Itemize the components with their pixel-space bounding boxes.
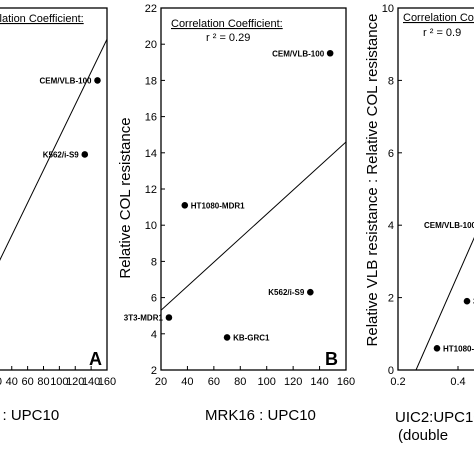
data-point (433, 344, 441, 352)
point-label: CEM/VLB-100 (39, 76, 92, 85)
regression-line (0, 39, 107, 261)
regression-line (415, 237, 474, 370)
y-tick-label: 12 (145, 184, 157, 196)
panel-c-x-axis-title-line2: (double (398, 427, 448, 444)
panel-b-correlation-label: Correlation Coefficient: (171, 18, 283, 30)
panel-b-y-ticks: 2 4 6 8 10 12 14 16 18 20 22 (145, 3, 165, 377)
panel-c-r2: r ² = 0.9 (423, 27, 461, 39)
panel-c-y-ticks: 0 2 4 6 8 10 (382, 3, 402, 377)
data-point (326, 49, 334, 57)
panel-a-correlation-label: Correlation Coefficient: (0, 13, 84, 25)
point-label: K562/i-S9 (268, 288, 305, 297)
point-label: 3T3-MDR1 (124, 314, 164, 323)
panel-c-x-ticks: 0.20.40.6 (390, 366, 466, 388)
x-tick-label: 160 (98, 376, 116, 388)
y-tick-label: 10 (382, 3, 394, 15)
panel-b-x-ticks: 20 40 60 80 100 120 140 160 (155, 366, 355, 388)
x-tick-label: 40 (6, 376, 18, 388)
x-tick-label: 0.4 (450, 376, 465, 388)
panel-b-r2: r ² = 0.29 (206, 32, 250, 44)
x-tick-label: 20 (155, 376, 167, 388)
panel-a-x-ticks: 020406080100120140160 (0, 366, 116, 388)
panel-b-y-axis-title: Relative COL resistance (117, 117, 134, 278)
y-tick-label: 2 (151, 365, 157, 377)
x-tick-label: 120 (284, 376, 302, 388)
x-tick-label: 140 (82, 376, 100, 388)
point-label: HT1080-MDR1 (443, 344, 474, 353)
panel-a-fit-line-group (0, 39, 107, 261)
y-tick-label: 10 (145, 220, 157, 232)
point-label: K562/i-S9 (43, 150, 80, 159)
panel-c-fit-line-group (415, 237, 474, 370)
data-point (165, 314, 173, 321)
y-tick-label: 2 (388, 293, 394, 305)
panel-b-x-axis-title: MRK16 : UPC10 (205, 407, 316, 424)
panel-c-plot-frame (397, 7, 474, 371)
y-tick-label: 22 (145, 3, 157, 15)
x-tick-label: 0.2 (390, 376, 405, 388)
y-tick-label: 8 (388, 75, 394, 87)
x-tick-label: 80 (37, 376, 49, 388)
x-tick-label: 100 (258, 376, 276, 388)
y-tick-label: 6 (388, 148, 394, 160)
panel-c-correlation-label: Correlation Coeffic (403, 12, 474, 24)
data-point (81, 151, 89, 158)
data-point (94, 77, 101, 84)
y-tick-label: 0 (388, 365, 394, 377)
x-tick-label: 160 (337, 376, 355, 388)
x-tick-label: 60 (208, 376, 220, 388)
y-tick-label: 4 (388, 220, 394, 232)
panel-b-plot-frame (160, 7, 347, 371)
y-tick-label: 20 (145, 39, 157, 51)
panel-a-plot-frame (0, 7, 108, 371)
data-point (181, 201, 189, 209)
y-tick-label: 8 (151, 256, 157, 268)
point-label: KB-GRC1 (233, 333, 270, 342)
x-tick-label: 140 (310, 376, 328, 388)
point-label: HT1080-MDR1 (191, 201, 245, 210)
data-point (307, 288, 314, 296)
data-point (463, 297, 471, 305)
x-tick-label: 20 (0, 376, 2, 388)
regression-line (161, 141, 346, 311)
panel-b: CEM/VLB-100 HT1080-MDR1 K562/i-S9 3T3-MDR1 K… (117, 3, 355, 424)
panel-a-x-axis-title: 6 : UPC10 (0, 407, 59, 424)
panel-c: KB-GRCEM/VLB-1003T3-MDRHT1080-MDR1 0 2 4 6 8… (364, 3, 474, 444)
y-tick-label: 14 (145, 148, 157, 160)
x-tick-label: 80 (234, 376, 246, 388)
x-tick-label: 40 (181, 376, 193, 388)
panel-a-letter: A (89, 349, 102, 369)
x-tick-label: 60 (22, 376, 34, 388)
x-tick-label: 120 (66, 376, 84, 388)
data-point (223, 334, 231, 341)
panel-b-letter: B (325, 349, 338, 369)
panel-c-x-axis-title: UIC2:UPC10 (395, 409, 474, 426)
panel-b-fit-line-group (161, 141, 346, 311)
panel-b-points: CEM/VLB-100 HT1080-MDR1 K562/i-S9 3T3-MDR1 K… (124, 49, 334, 342)
panel-c-y-axis-title: Relative VLB resistance : Relative COL r… (364, 14, 381, 347)
point-label: CEM/VLB-100 (272, 49, 325, 58)
x-tick-label: 100 (50, 376, 68, 388)
panel-c-points: KB-GRCEM/VLB-1003T3-MDRHT1080-MDR1 (424, 221, 474, 353)
y-tick-label: 16 (145, 112, 157, 124)
y-tick-label: 4 (151, 329, 157, 341)
y-tick-label: 6 (151, 293, 157, 305)
point-label: CEM/VLB-100 (424, 221, 474, 230)
y-tick-label: 18 (145, 75, 157, 87)
